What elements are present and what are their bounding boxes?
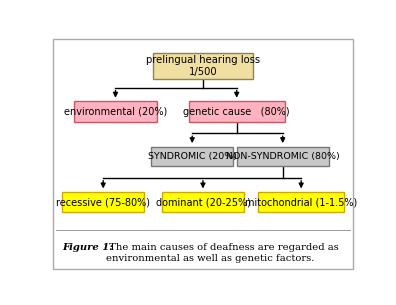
Text: prelingual hearing loss
1/500: prelingual hearing loss 1/500: [146, 55, 260, 77]
FancyBboxPatch shape: [153, 53, 253, 79]
Text: NON-SYNDROMIC (80%): NON-SYNDROMIC (80%): [226, 152, 340, 161]
Text: dominant (20-25%): dominant (20-25%): [156, 197, 250, 207]
Text: SYNDROMIC (20%): SYNDROMIC (20%): [148, 152, 237, 161]
FancyBboxPatch shape: [74, 101, 157, 122]
Text: mitochondrial (1-1.5%): mitochondrial (1-1.5%): [245, 197, 357, 207]
FancyBboxPatch shape: [162, 192, 244, 212]
Text: The main causes of deafness are regarded as
environmental as well as genetic fac: The main causes of deafness are regarded…: [106, 243, 339, 263]
Text: Figure 1:: Figure 1:: [62, 243, 113, 252]
FancyBboxPatch shape: [151, 147, 234, 166]
Text: genetic cause   (80%): genetic cause (80%): [183, 107, 290, 117]
FancyBboxPatch shape: [237, 147, 329, 166]
Text: environmental (20%): environmental (20%): [64, 107, 167, 117]
Text: recessive (75-80%): recessive (75-80%): [56, 197, 150, 207]
FancyBboxPatch shape: [188, 101, 285, 122]
FancyBboxPatch shape: [258, 192, 344, 212]
FancyBboxPatch shape: [62, 192, 145, 212]
